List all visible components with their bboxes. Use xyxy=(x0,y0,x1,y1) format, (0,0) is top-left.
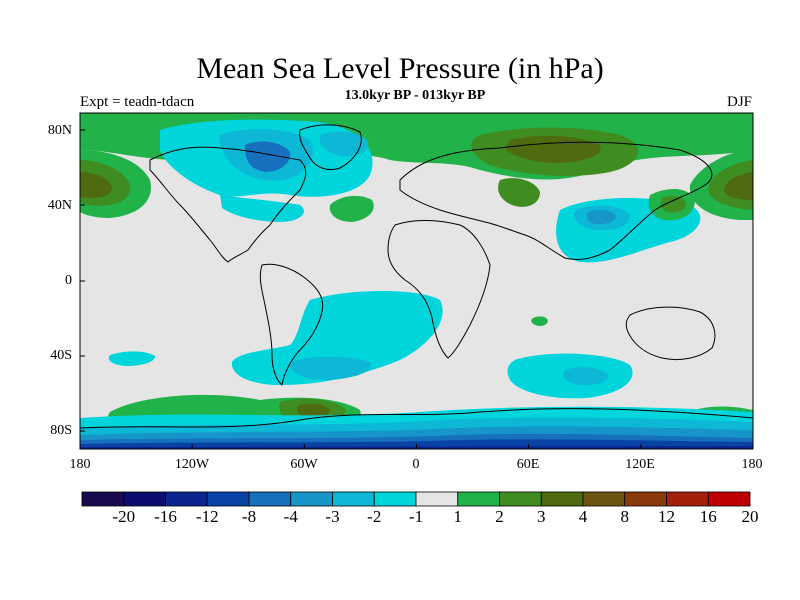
anomaly-fields xyxy=(80,113,753,449)
north-pacific-high-right-center xyxy=(724,172,753,200)
lon-label-60e: 60E xyxy=(516,457,540,472)
colorbar-swatch xyxy=(415,491,459,507)
south-atlantic-negative-anomaly xyxy=(231,291,443,385)
colorbar-swatch xyxy=(666,491,709,507)
colorbar-tick-label: 20 xyxy=(741,507,759,526)
lat-label-40n: 40N xyxy=(47,198,72,213)
colorbar-swatch xyxy=(582,491,626,507)
colorbar-swatch xyxy=(248,491,292,507)
colorbar-swatch xyxy=(499,491,542,507)
colorbar xyxy=(81,491,751,507)
colorbar-swatch xyxy=(123,491,166,507)
colorbar-tick-label: -4 xyxy=(283,507,298,526)
colorbar-tick-label: 4 xyxy=(578,507,588,526)
colorbar-tick-label: -12 xyxy=(195,507,219,526)
lat-label-80n: 80N xyxy=(47,123,72,138)
southern-ocean-high-center xyxy=(297,403,330,419)
lon-label-60w: 60W xyxy=(290,457,318,472)
north-pacific-high-left-center xyxy=(80,172,112,198)
colorbar-tick-label: 1 xyxy=(453,507,463,526)
coast-eurasia xyxy=(399,141,713,261)
central-asia-anomaly xyxy=(498,178,540,207)
experiment-label: Expt = teadn-tdacn xyxy=(80,94,195,110)
south-pacific-patch xyxy=(108,351,155,366)
indian-ocean-positive xyxy=(531,316,548,326)
mid-atlantic-positive xyxy=(329,195,374,222)
map-title: Mean Sea Level Pressure (in hPa) xyxy=(196,52,604,85)
colorbar-tick-label: 8 xyxy=(620,507,630,526)
colorbar-swatch xyxy=(707,491,751,507)
colorbar-swatch xyxy=(290,491,333,507)
japan-positive-core xyxy=(660,196,686,213)
colorbar-tick-label: 16 xyxy=(699,507,717,526)
colorbar-swatch xyxy=(165,491,208,507)
east-asia-low-center xyxy=(586,209,616,225)
colorbar-tick-label: 12 xyxy=(658,507,675,526)
colorbar-tick-label: -3 xyxy=(325,507,340,526)
greenland-low-core xyxy=(319,131,369,157)
coast-antarctica xyxy=(80,408,753,429)
coast-australia xyxy=(625,306,716,361)
colorbar-tick-label: -20 xyxy=(112,507,136,526)
colorbar-swatch xyxy=(373,491,417,507)
map-subtitle: 13.0kyr BP - 013kyr BP xyxy=(344,88,486,103)
south-pacific-patch-2 xyxy=(301,312,332,332)
north-america-low-center xyxy=(244,141,291,172)
colorbar-swatch xyxy=(206,491,250,507)
coast-africa xyxy=(387,219,491,359)
lat-label-80s: 80S xyxy=(50,423,72,438)
lon-label-0: 0 xyxy=(412,457,420,472)
south-atlantic-low-core xyxy=(289,356,371,380)
colorbar-swatch xyxy=(81,491,125,507)
lat-label-0: 0 xyxy=(65,273,72,288)
colorbar-swatch xyxy=(457,491,500,507)
lon-label-180w: 180 xyxy=(69,457,91,472)
coast-north-america xyxy=(149,146,307,263)
colorbar-swatch xyxy=(540,491,584,507)
colorbar-tick-label: -8 xyxy=(241,507,257,526)
colorbar-tick-label: 3 xyxy=(537,507,546,526)
colorbar-tick-label: -2 xyxy=(367,507,382,526)
coastlines xyxy=(80,124,753,429)
coast-greenland xyxy=(299,124,362,171)
season-label: DJF xyxy=(726,94,752,110)
lon-label-180e: 180 xyxy=(741,457,763,472)
colorbar-tick-label: 2 xyxy=(495,507,504,526)
axis-ticks xyxy=(79,129,754,449)
north-atlantic-tongue xyxy=(220,195,304,222)
colorbar-tick-label: -16 xyxy=(154,507,177,526)
map-plot-area xyxy=(80,113,753,449)
lat-label-40s: 40S xyxy=(50,348,72,363)
southern-indian-low-core xyxy=(563,367,609,386)
colorbar-tick-label: -1 xyxy=(408,507,424,526)
coast-south-america xyxy=(259,263,324,386)
lon-label-120e: 120E xyxy=(625,457,655,472)
colorbar-swatch xyxy=(332,491,375,507)
colorbar-swatch xyxy=(624,491,667,507)
lon-label-120w: 120W xyxy=(174,457,210,472)
